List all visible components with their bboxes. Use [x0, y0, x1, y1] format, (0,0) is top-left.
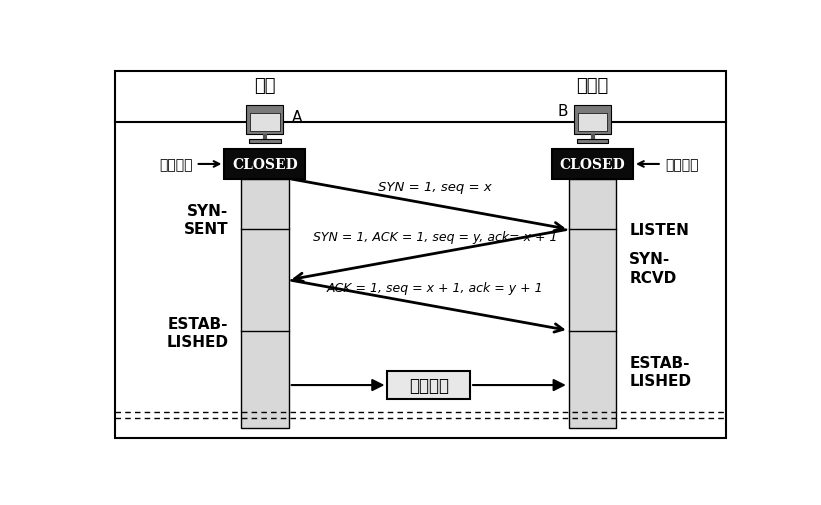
Text: 服务器: 服务器 [576, 77, 608, 95]
Bar [569, 179, 617, 428]
Text: ESTAB-
LISHED: ESTAB- LISHED [629, 355, 691, 388]
Bar [552, 150, 633, 179]
Text: 数据传送: 数据传送 [409, 376, 449, 394]
Text: SYN = 1, seq = x: SYN = 1, seq = x [378, 180, 492, 193]
Bar [241, 179, 289, 428]
Text: 客户: 客户 [255, 77, 276, 95]
Bar [574, 106, 611, 135]
Text: LISTEN: LISTEN [629, 222, 689, 237]
Bar [250, 113, 280, 131]
Text: A: A [291, 110, 302, 124]
Bar [224, 150, 305, 179]
Text: B: B [557, 104, 568, 119]
Text: 主动打开: 主动打开 [159, 158, 192, 172]
Bar [246, 106, 283, 135]
Bar [578, 113, 608, 131]
Bar [250, 139, 281, 144]
Bar [577, 139, 608, 144]
Text: 被动打开: 被动打开 [665, 158, 699, 172]
Text: SYN-
SENT: SYN- SENT [184, 203, 228, 237]
Text: CLOSED: CLOSED [232, 158, 298, 172]
Text: SYN-
RCVD: SYN- RCVD [629, 252, 677, 285]
Text: CLOSED: CLOSED [560, 158, 626, 172]
Bar [388, 372, 470, 399]
Text: ESTAB-
LISHED: ESTAB- LISHED [167, 316, 228, 349]
Text: ACK = 1, seq = x + 1, ack = y + 1: ACK = 1, seq = x + 1, ack = y + 1 [327, 282, 544, 294]
Text: SYN = 1, ACK = 1, seq = y, ack= x + 1: SYN = 1, ACK = 1, seq = y, ack= x + 1 [313, 231, 557, 244]
